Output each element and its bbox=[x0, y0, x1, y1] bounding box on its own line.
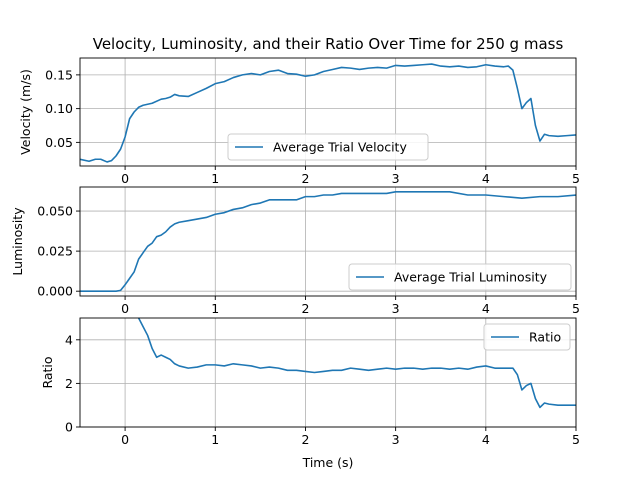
velocity-panel: 0 1 2 3 4 5 0.05 0.10 0.15 Velocity (m/s) Average … bbox=[18, 57, 580, 186]
luminosity-xtick-label-4: 4 bbox=[482, 301, 490, 316]
luminosity-ytick-label-0: 0.000 bbox=[37, 284, 73, 299]
luminosity-ytick-label-2: 0.050 bbox=[37, 204, 73, 219]
luminosity-legend-label: Average Trial Luminosity bbox=[394, 270, 548, 285]
luminosity-series-line-0 bbox=[80, 191, 576, 292]
velocity-legend-label: Average Trial Velocity bbox=[273, 140, 407, 155]
ratio-axes-frame bbox=[79, 317, 577, 428]
ratio-xtick-label-2: 2 bbox=[301, 432, 309, 447]
figure-title: Velocity, Luminosity, and their Ratio Ov… bbox=[93, 35, 564, 53]
luminosity-axes-frame bbox=[79, 186, 577, 297]
luminosity-xtick-label-1: 1 bbox=[211, 301, 219, 316]
luminosity-xtick-label-3: 3 bbox=[392, 301, 400, 316]
velocity-xtick-label-3: 3 bbox=[392, 171, 400, 186]
velocity-ytick-label-1: 0.10 bbox=[45, 101, 73, 116]
velocity-xtick-label-4: 4 bbox=[482, 171, 490, 186]
luminosity-xtick-label-2: 2 bbox=[301, 301, 309, 316]
ratio-xlabel: Time (s) bbox=[302, 455, 354, 470]
ratio-legend bbox=[483, 323, 571, 351]
ratio-ytick-label-0: 0 bbox=[65, 420, 73, 435]
ratio-panel: 0 1 2 3 4 5 0 2 4 Ratio Time (s) Ratio bbox=[40, 317, 580, 470]
velocity-series-line-0 bbox=[80, 63, 576, 163]
velocity-xtick-label-0: 0 bbox=[121, 171, 129, 186]
luminosity-ytick-label-1: 0.025 bbox=[37, 244, 73, 259]
velocity-ytick-label-2: 0.15 bbox=[45, 67, 73, 82]
ratio-ytick-label-2: 4 bbox=[65, 332, 73, 347]
ratio-xtick-label-1: 1 bbox=[211, 432, 219, 447]
luminosity-ylabel: Luminosity bbox=[10, 207, 25, 276]
velocity-xtick-label-5: 5 bbox=[572, 171, 580, 186]
ratio-ylabel: Ratio bbox=[40, 356, 55, 388]
luminosity-xtick-label-5: 5 bbox=[572, 301, 580, 316]
ratio-xtick-label-5: 5 bbox=[572, 432, 580, 447]
luminosity-panel: 0 1 2 3 4 5 0.000 0.025 0.050 Luminosity Average T… bbox=[10, 186, 580, 316]
ratio-ytick-label-1: 2 bbox=[65, 376, 73, 391]
velocity-axes-frame bbox=[79, 57, 577, 167]
ratio-xtick-label-3: 3 bbox=[392, 432, 400, 447]
velocity-legend bbox=[227, 133, 429, 161]
luminosity-xtick-label-0: 0 bbox=[121, 301, 129, 316]
velocity-ylabel: Velocity (m/s) bbox=[18, 69, 33, 155]
ratio-legend-label: Ratio bbox=[529, 330, 561, 345]
ratio-xtick-label-4: 4 bbox=[482, 432, 490, 447]
luminosity-legend bbox=[348, 263, 572, 291]
ratio-series-line-0 bbox=[137, 318, 576, 409]
velocity-xtick-label-2: 2 bbox=[301, 171, 309, 186]
ratio-xtick-label-0: 0 bbox=[121, 432, 129, 447]
velocity-xtick-label-1: 1 bbox=[211, 171, 219, 186]
velocity-ytick-label-0: 0.05 bbox=[45, 135, 73, 150]
